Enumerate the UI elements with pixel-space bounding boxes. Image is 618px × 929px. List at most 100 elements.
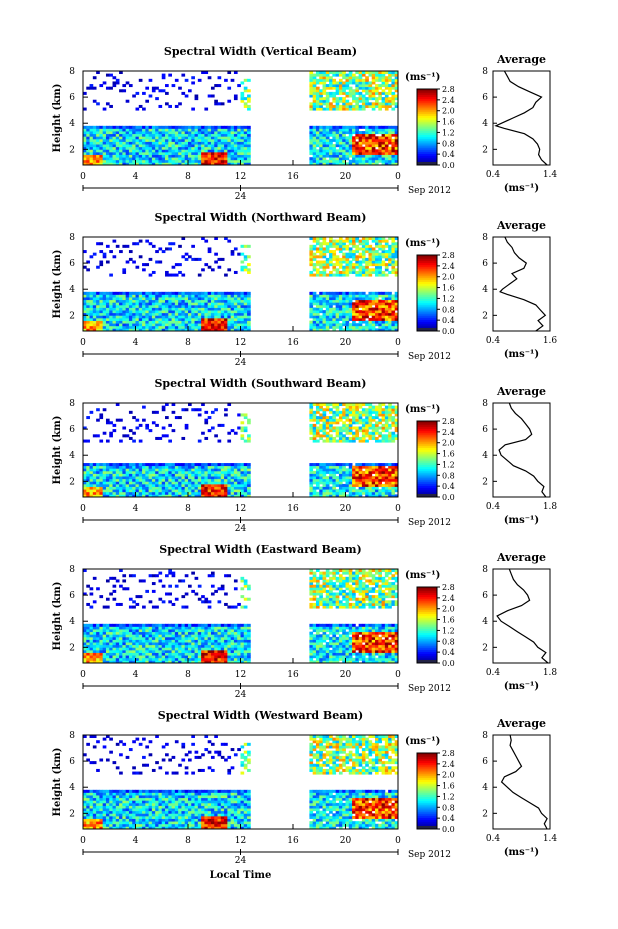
heatmap-cell: [329, 159, 333, 163]
heatmap-cell: [168, 242, 172, 246]
heatmap-cell: [394, 76, 399, 80]
heatmap-cell: [342, 486, 346, 490]
heatmap-cell: [352, 405, 356, 409]
heatmap-cell: [384, 81, 389, 85]
heatmap-cell: [332, 323, 337, 327]
heatmap-cell: [92, 494, 97, 498]
heatmap-cell: [184, 426, 189, 430]
heatmap-cell: [338, 141, 343, 145]
heatmap-cell: [352, 144, 356, 148]
heatmap-cell: [151, 465, 156, 469]
heatmap-cell: [83, 642, 87, 646]
heatmap-cell: [355, 310, 360, 314]
heatmap-cell: [365, 263, 369, 267]
heatmap-cell: [319, 244, 323, 248]
heatmap-cell: [151, 315, 156, 319]
heatmap-cell: [394, 94, 399, 98]
heatmap-cell: [322, 149, 327, 153]
heatmap-cell: [391, 138, 396, 142]
heatmap-cell: [345, 99, 350, 103]
heatmap-cell: [204, 481, 209, 485]
heatmap-cell: [92, 162, 97, 166]
heatmap-cell: [161, 133, 166, 137]
heatmap-cell: [210, 312, 215, 316]
heatmap-cell: [375, 473, 379, 477]
heatmap-cell: [348, 294, 353, 298]
heatmap-cell: [119, 315, 123, 319]
heatmap-cell: [125, 486, 130, 490]
heatmap-cell: [204, 107, 209, 111]
heatmap-cell: [394, 294, 399, 298]
heatmap-cell: [355, 494, 360, 498]
heatmap-cell: [312, 84, 317, 88]
heatmap-cell: [138, 239, 143, 243]
heatmap-cell: [227, 138, 232, 142]
heatmap-cell: [142, 486, 146, 490]
heatmap-cell: [191, 468, 195, 472]
heatmap-cell: [125, 133, 130, 137]
heatmap-cell: [224, 299, 228, 303]
heatmap-cell: [315, 468, 320, 472]
heatmap-cell: [384, 302, 389, 306]
heatmap-cell: [361, 465, 366, 469]
heatmap-cell: [204, 294, 209, 298]
heatmap-cell: [181, 146, 186, 150]
heatmap-cell: [161, 468, 166, 472]
heatmap-cell: [184, 128, 189, 132]
heatmap-cell: [184, 465, 189, 469]
heatmap-cell: [86, 320, 90, 324]
heatmap-cell: [125, 154, 130, 158]
heatmap-cell: [151, 476, 156, 480]
heatmap-cell: [352, 408, 356, 412]
heatmap-cell: [391, 302, 396, 306]
heatmap-cell: [161, 297, 166, 301]
heatmap-cell: [165, 491, 169, 495]
heatmap-cell: [132, 146, 136, 150]
heatmap-cell: [338, 481, 343, 485]
heatmap-cell: [112, 128, 117, 132]
heatmap-cell: [191, 491, 195, 495]
heatmap-cell: [204, 421, 209, 425]
heatmap-cell: [165, 302, 169, 306]
heatmap-cell: [240, 302, 245, 306]
heatmap-cell: [329, 418, 333, 422]
heatmap-cell: [319, 307, 323, 311]
heatmap-cell: [309, 257, 314, 261]
heatmap-cell: [210, 125, 215, 129]
average-profile-line: [498, 402, 547, 498]
heatmap-cell: [325, 146, 330, 150]
heatmap-cell: [122, 468, 127, 472]
heatmap-cell: [243, 465, 248, 469]
heatmap-cell: [105, 315, 110, 319]
heatmap-cell: [240, 291, 245, 295]
heatmap-cell: [319, 408, 323, 412]
heatmap-cell: [158, 320, 163, 324]
heatmap-cell: [371, 263, 376, 267]
heatmap-cell: [361, 136, 366, 140]
heatmap-cell: [224, 320, 228, 324]
heatmap-cell: [240, 299, 245, 303]
heatmap-cell: [345, 239, 350, 243]
heatmap-cell: [240, 310, 245, 314]
average-y-tick-label: 8: [482, 67, 488, 77]
heatmap-cell: [371, 239, 376, 243]
heatmap-cell: [83, 470, 87, 474]
heatmap-cell: [174, 476, 179, 480]
heatmap-cell: [122, 478, 127, 482]
heatmap-cell: [178, 310, 182, 314]
heatmap-cell: [240, 265, 245, 269]
heatmap-cell: [151, 317, 156, 321]
heatmap-cell: [145, 486, 150, 490]
heatmap-cell: [158, 312, 163, 316]
heatmap-cell: [174, 470, 179, 474]
heatmap-cell: [119, 250, 123, 254]
heatmap-cell: [312, 81, 317, 85]
heatmap-cell: [384, 418, 389, 422]
heatmap-cell: [312, 237, 317, 241]
heatmap-cell: [174, 78, 179, 82]
heatmap-cell: [394, 423, 399, 427]
heatmap-cell: [227, 299, 232, 303]
heatmap-cell: [83, 328, 87, 332]
heatmap-cell: [89, 468, 94, 472]
heatmap-cell: [378, 489, 382, 493]
